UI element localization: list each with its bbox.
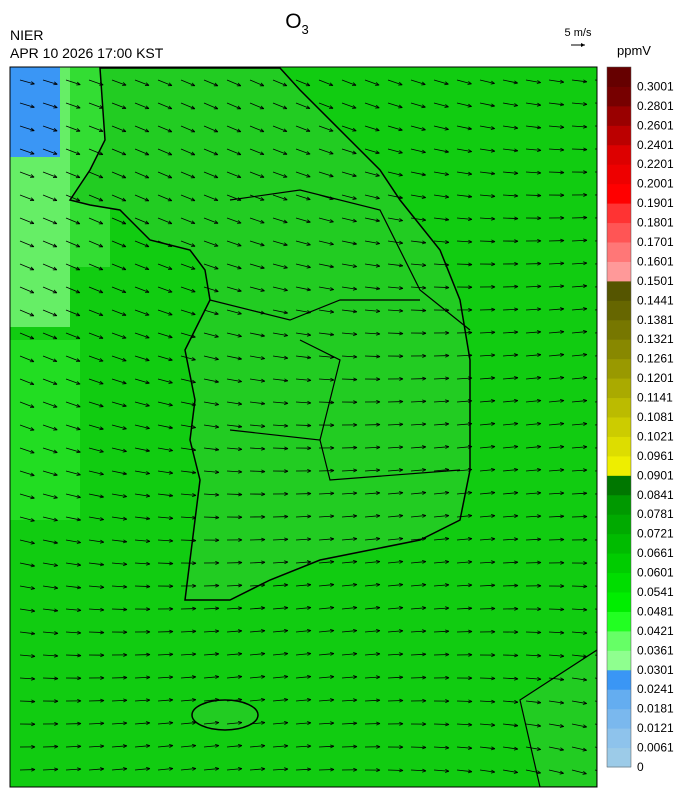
color-block xyxy=(607,203,631,223)
level-label: 0.0601 xyxy=(637,566,674,580)
color-block xyxy=(607,514,631,534)
wind-arrow-head xyxy=(605,772,609,775)
colorbar: 0 0.0061 0.0121 0.0181 0.0241 0.0301 0.0361 0.0… xyxy=(607,67,674,774)
level-label: 0 xyxy=(637,760,644,774)
level-label: 0.1081 xyxy=(637,410,674,424)
level-label: 0.1901 xyxy=(637,196,674,210)
color-block xyxy=(607,125,631,145)
color-block xyxy=(607,573,631,593)
title-subscript: 3 xyxy=(302,22,309,37)
color-block xyxy=(607,145,631,165)
level-label: 0.1321 xyxy=(637,332,674,346)
wind-arrow xyxy=(549,539,564,540)
color-block xyxy=(607,689,631,709)
title-main: O xyxy=(285,10,301,33)
color-block xyxy=(607,611,631,631)
color-block xyxy=(607,495,631,515)
level-label: 0.1201 xyxy=(637,371,674,385)
level-label: 0.1021 xyxy=(637,429,674,443)
level-label: 0.1141 xyxy=(637,391,673,405)
color-block xyxy=(607,106,631,126)
level-label: 0.1381 xyxy=(637,313,674,327)
color-block xyxy=(607,728,631,748)
level-label: 0.1441 xyxy=(637,293,674,307)
level-label: 0.0961 xyxy=(637,449,674,463)
level-label: 0.0061 xyxy=(637,741,674,755)
wind-arrow xyxy=(503,585,518,586)
wind-scale-label: 5 m/s xyxy=(565,27,592,39)
blue-zone xyxy=(10,67,60,157)
level-label: 0.2201 xyxy=(637,157,674,171)
wind-arrow xyxy=(480,608,495,609)
level-label: 0.0121 xyxy=(637,721,674,735)
color-block xyxy=(607,534,631,554)
color-block xyxy=(607,261,631,281)
level-label: 0.0301 xyxy=(637,663,674,677)
level-label: 0.1701 xyxy=(637,235,674,249)
low-zone xyxy=(10,340,80,520)
color-block xyxy=(607,164,631,184)
level-label: 0.0541 xyxy=(637,585,674,599)
color-block xyxy=(607,223,631,243)
wind-arrow xyxy=(572,516,587,517)
island xyxy=(192,700,258,730)
color-block xyxy=(607,281,631,301)
level-label: 0.2801 xyxy=(637,99,674,113)
wind-arrow xyxy=(411,677,426,678)
color-block xyxy=(607,475,631,495)
level-label: 0.0661 xyxy=(637,546,674,560)
color-block xyxy=(607,748,631,768)
color-block xyxy=(607,670,631,690)
wind-arrow xyxy=(342,746,357,747)
color-block xyxy=(607,398,631,418)
wind-scale-head xyxy=(581,43,585,47)
level-label: 0.1501 xyxy=(637,274,674,288)
unit: ppmV xyxy=(617,43,651,58)
title: O3 xyxy=(285,10,309,37)
color-block xyxy=(607,709,631,729)
color-block xyxy=(607,436,631,456)
level-label: 0.0241 xyxy=(637,682,674,696)
level-label: 0.2401 xyxy=(637,138,674,152)
level-label: 0.0841 xyxy=(637,488,674,502)
level-label: 0.1261 xyxy=(637,352,674,366)
map xyxy=(10,67,610,787)
wind-arrow xyxy=(319,769,334,770)
level-label: 0.3001 xyxy=(637,79,674,93)
level-label: 0.2001 xyxy=(637,177,674,191)
color-block xyxy=(607,67,631,87)
color-block xyxy=(607,456,631,476)
color-block xyxy=(607,650,631,670)
color-block xyxy=(607,242,631,262)
level-label: 0.1801 xyxy=(637,216,674,230)
wind-arrow xyxy=(457,631,472,632)
wind-arrow xyxy=(365,723,380,724)
datetime: APR 10 2026 17:00 KST xyxy=(10,45,164,61)
level-label: 0.1601 xyxy=(637,254,674,268)
color-block xyxy=(607,631,631,651)
level-label: 0.0361 xyxy=(637,643,674,657)
color-block xyxy=(607,417,631,437)
wind-arrow xyxy=(526,562,541,563)
color-block xyxy=(607,320,631,340)
color-block xyxy=(607,339,631,359)
agency: NIER xyxy=(10,27,43,43)
level-label: 0.0421 xyxy=(637,624,674,638)
level-label: 0.0721 xyxy=(637,527,674,541)
level-label: 0.2601 xyxy=(637,118,674,132)
level-label: 0.0181 xyxy=(637,702,674,716)
wind-arrow xyxy=(388,700,403,701)
color-block xyxy=(607,553,631,573)
color-block xyxy=(607,592,631,612)
wind-arrow xyxy=(434,654,449,655)
color-block xyxy=(607,184,631,204)
color-block xyxy=(607,86,631,106)
color-block xyxy=(607,359,631,379)
color-block xyxy=(607,300,631,320)
color-block xyxy=(607,378,631,398)
level-label: 0.0481 xyxy=(637,604,674,618)
level-label: 0.0901 xyxy=(637,468,674,482)
level-label: 0.0781 xyxy=(637,507,674,521)
